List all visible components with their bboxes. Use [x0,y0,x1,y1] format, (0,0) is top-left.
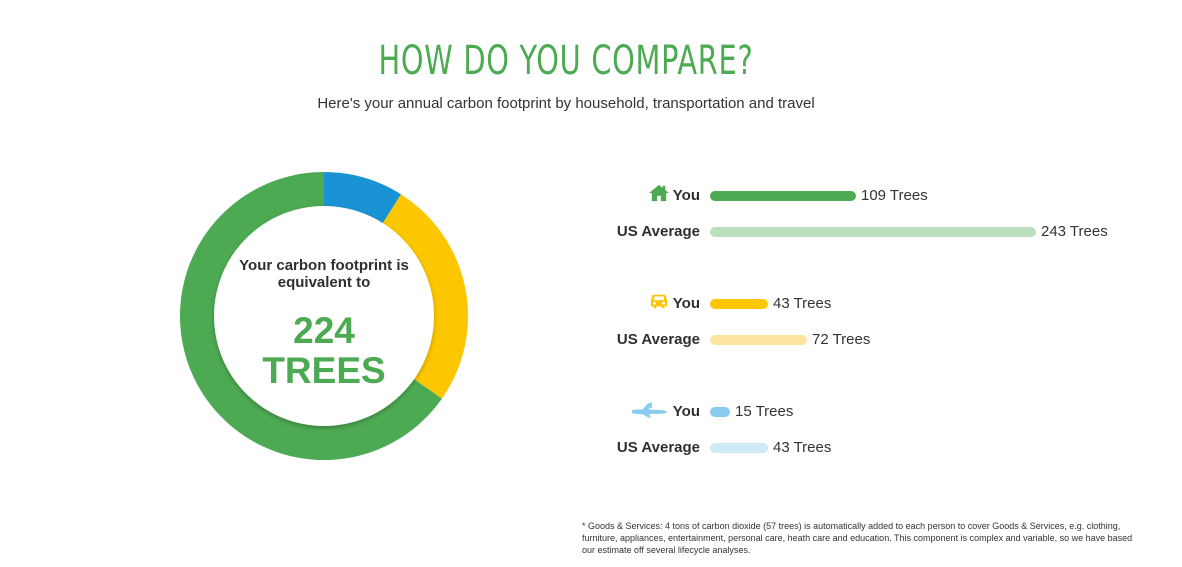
bar-fill [710,407,730,417]
bar-row-transportation-you: You 43 Trees [560,292,1160,316]
donut-hole [214,206,434,426]
bar-label: US Average [616,439,700,456]
bar-fill [710,443,768,453]
bar-value-label: 43 Trees [773,439,832,456]
bar-transportation [710,335,807,345]
bar-fill [710,335,807,345]
bar-label: You [672,403,700,420]
bar-row-household-you: You 109 Trees [560,184,1160,208]
bar-value-label: 243 Trees [1041,223,1108,240]
bar-label: US Average [616,223,700,240]
donut-chart [179,172,468,460]
donut-value: 224 [293,310,355,351]
bar-fill [710,299,768,309]
bar-value-label: 15 Trees [735,403,794,420]
bar-row-travel-you: You 15 Trees [560,400,1160,424]
bar-value-label: 43 Trees [773,295,832,312]
bar-value-label: 109 Trees [861,187,928,204]
bar-household [710,227,1036,237]
bar-row-travel-us-average: US Average 43 Trees [560,436,1160,460]
bar-row-household-us-average: US Average 243 Trees [560,220,1160,244]
bar-label: US Average [616,331,700,348]
bar-travel [710,407,730,417]
bar-household [710,191,856,201]
bar-fill [710,191,856,201]
footnote: * Goods & Services: 4 tons of carbon dio… [582,521,1133,555]
bar-row-transportation-us-average: US Average 72 Trees [560,328,1160,352]
donut-unit: TREES [262,350,386,391]
bar-label: You [672,187,700,204]
bar-value-label: 72 Trees [812,331,871,348]
bar-fill [710,227,1036,237]
airplane-icon [631,400,668,424]
car-icon [648,292,684,316]
donut-caption: Your carbon footprint is equivalent to [239,257,409,291]
bar-travel [710,443,768,453]
bar-label: You [672,295,700,312]
donut-center: Your carbon footprint is equivalent to 2… [224,257,424,391]
page-subtitle: Here's your annual carbon footprint by h… [317,95,815,112]
house-icon [648,184,684,208]
page-title: HOW DO YOU COMPARE? [378,38,754,84]
bar-transportation [710,299,768,309]
